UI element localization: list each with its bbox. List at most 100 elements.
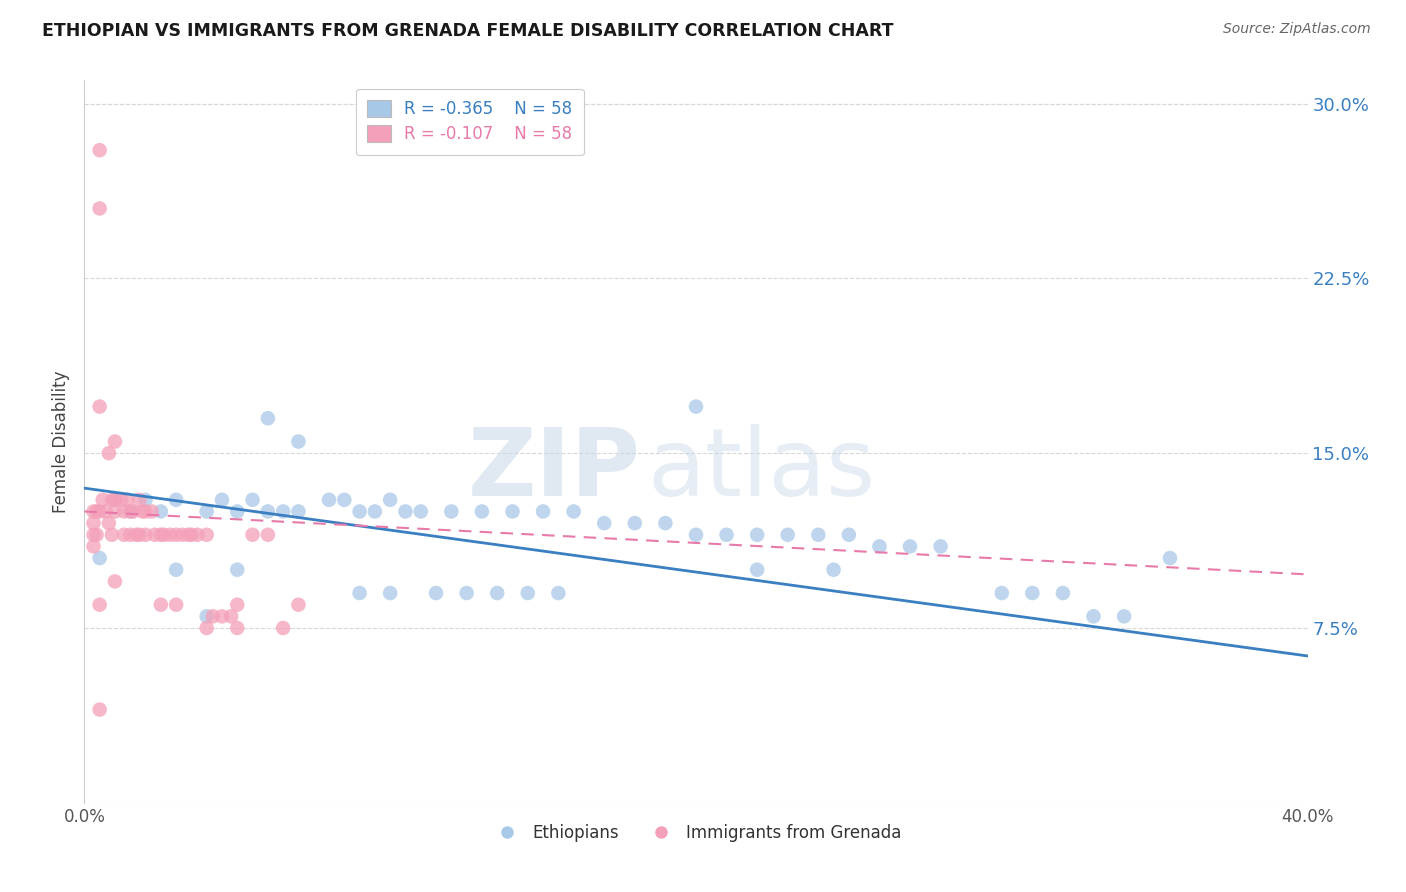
Point	[165, 598, 187, 612]
Point	[349, 504, 371, 518]
Point	[201, 609, 224, 624]
Point	[257, 411, 280, 425]
Point	[97, 516, 120, 530]
Point	[456, 586, 478, 600]
Point	[89, 202, 111, 216]
Point	[287, 434, 309, 449]
Point	[685, 528, 707, 542]
Point	[333, 492, 356, 507]
Text: Source: ZipAtlas.com: Source: ZipAtlas.com	[1223, 22, 1371, 37]
Text: ZIP: ZIP	[468, 425, 641, 516]
Point	[104, 434, 127, 449]
Text: ETHIOPIAN VS IMMIGRANTS FROM GRENADA FEMALE DISABILITY CORRELATION CHART: ETHIOPIAN VS IMMIGRANTS FROM GRENADA FEM…	[42, 22, 894, 40]
Point	[101, 528, 124, 542]
Point	[242, 528, 264, 542]
Point	[104, 492, 127, 507]
Point	[1114, 609, 1136, 624]
Point	[1083, 609, 1105, 624]
Point	[125, 528, 148, 542]
Point	[97, 446, 120, 460]
Point	[211, 492, 233, 507]
Point	[547, 586, 569, 600]
Point	[89, 702, 111, 716]
Point	[219, 609, 242, 624]
Point	[747, 563, 769, 577]
Point	[838, 528, 860, 542]
Point	[131, 504, 153, 518]
Point	[1021, 586, 1043, 600]
Point	[349, 586, 371, 600]
Point	[165, 492, 187, 507]
Point	[89, 504, 111, 518]
Point	[380, 586, 402, 600]
Point	[271, 504, 294, 518]
Point	[149, 598, 172, 612]
Point	[115, 492, 138, 507]
Point	[257, 528, 280, 542]
Point	[112, 528, 135, 542]
Point	[83, 516, 105, 530]
Point	[593, 516, 616, 530]
Point	[869, 540, 891, 554]
Point	[257, 504, 280, 518]
Point	[83, 540, 105, 554]
Point	[86, 528, 108, 542]
Point	[562, 504, 585, 518]
Text: atlas: atlas	[647, 425, 876, 516]
Point	[143, 528, 166, 542]
Point	[110, 492, 132, 507]
Point	[89, 400, 111, 414]
Point	[89, 143, 111, 157]
Point	[654, 516, 676, 530]
Point	[502, 504, 524, 518]
Point	[120, 504, 142, 518]
Point	[159, 528, 181, 542]
Point	[318, 492, 340, 507]
Point	[364, 504, 387, 518]
Point	[1052, 586, 1074, 600]
Point	[94, 504, 117, 518]
Point	[929, 540, 952, 554]
Point	[89, 551, 111, 566]
Point	[776, 528, 799, 542]
Point	[101, 492, 124, 507]
Point	[195, 609, 218, 624]
Point	[165, 528, 187, 542]
Point	[89, 598, 111, 612]
Point	[409, 504, 432, 518]
Point	[195, 528, 218, 542]
Point	[128, 492, 150, 507]
Point	[86, 504, 108, 518]
Point	[394, 504, 416, 518]
Point	[624, 516, 647, 530]
Point	[898, 540, 921, 554]
Point	[177, 528, 200, 542]
Point	[112, 504, 135, 518]
Point	[180, 528, 202, 542]
Point	[226, 598, 249, 612]
Point	[135, 528, 157, 542]
Point	[135, 504, 157, 518]
Point	[83, 528, 105, 542]
Point	[104, 574, 127, 589]
Point	[83, 504, 105, 518]
Point	[165, 563, 187, 577]
Point	[531, 504, 554, 518]
Point	[91, 492, 114, 507]
Point	[122, 504, 145, 518]
Point	[211, 609, 233, 624]
Point	[991, 586, 1014, 600]
Point	[195, 621, 218, 635]
Point	[195, 504, 218, 518]
Point	[287, 598, 309, 612]
Point	[149, 528, 172, 542]
Point	[440, 504, 463, 518]
Point	[1159, 551, 1181, 566]
Point	[149, 504, 172, 518]
Point	[226, 563, 249, 577]
Point	[425, 586, 447, 600]
Point	[747, 528, 769, 542]
Point	[242, 492, 264, 507]
Point	[135, 492, 157, 507]
Legend: Ethiopians, Immigrants from Grenada: Ethiopians, Immigrants from Grenada	[484, 817, 908, 848]
